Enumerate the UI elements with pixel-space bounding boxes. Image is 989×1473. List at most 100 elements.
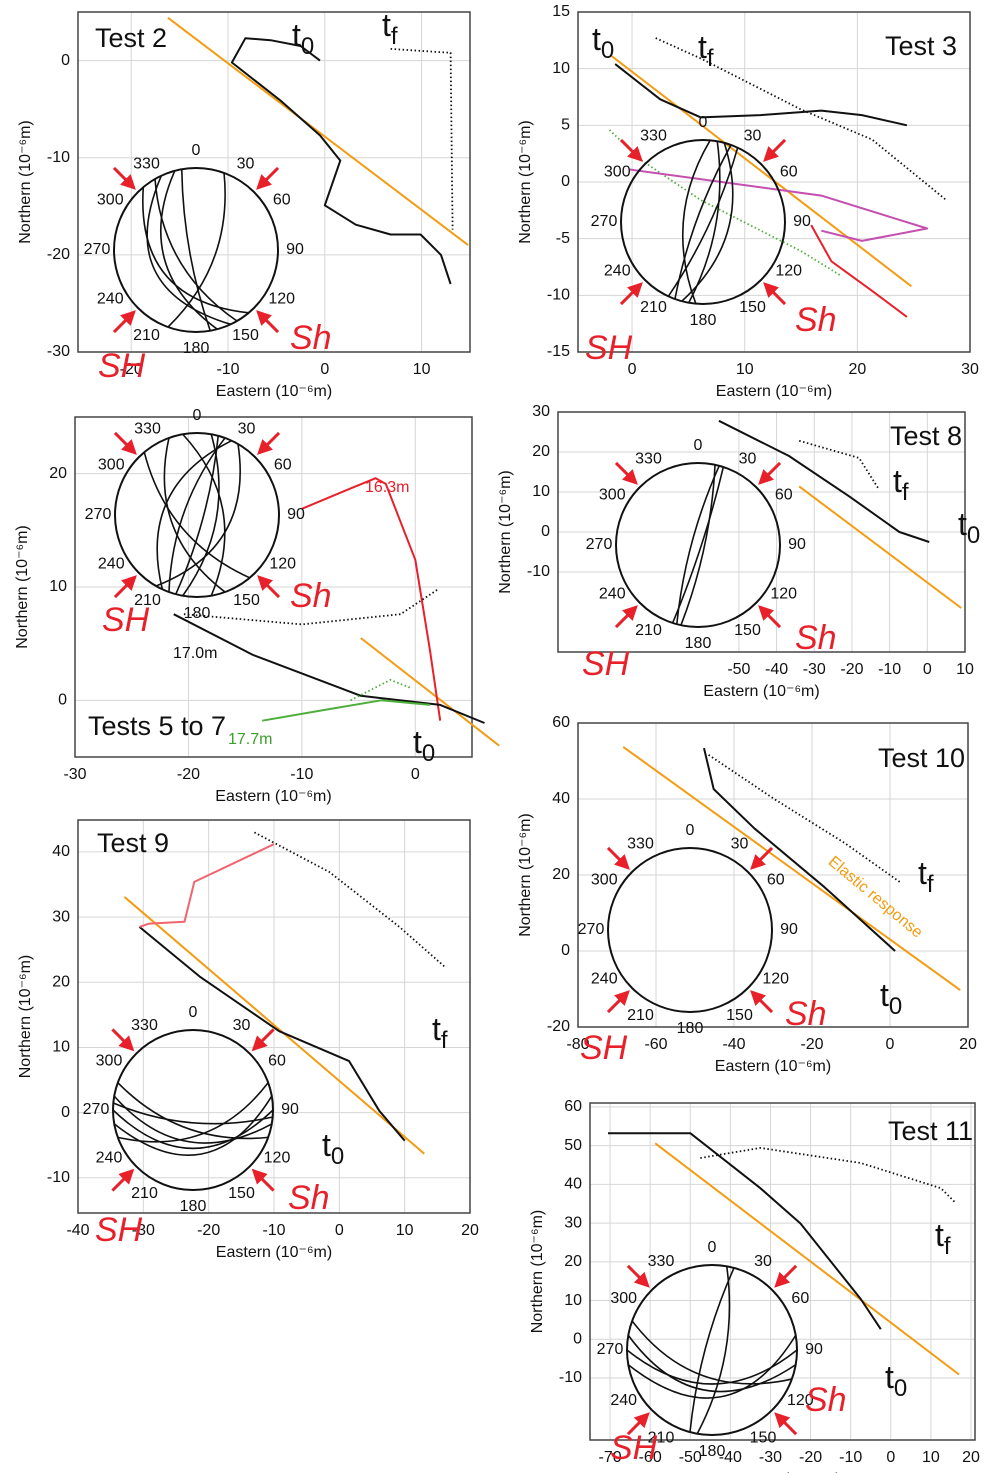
plot-frame <box>589 1102 976 1441</box>
fracture-arc <box>627 1334 797 1393</box>
x-tick-label: 0 <box>335 1222 344 1239</box>
y-tick-label: 40 <box>552 790 570 807</box>
y-tick-label: 0 <box>61 1104 70 1121</box>
x-tick-label: -20 <box>197 1222 220 1239</box>
x-tick-label: 10 <box>736 361 754 378</box>
y-tick-label: 0 <box>573 1331 582 1348</box>
y-tick-label: -20 <box>47 246 70 263</box>
plot-area <box>590 1103 975 1440</box>
annotation-text: SH <box>580 1029 628 1067</box>
y-axis-label: Northern (10⁻⁶m) <box>14 525 31 649</box>
compass-label: 90 <box>805 1341 823 1358</box>
annotation-text: t <box>958 506 967 542</box>
compass-label: 180 <box>677 1020 704 1037</box>
compass-label: 270 <box>83 1101 110 1118</box>
trajectory <box>614 63 908 127</box>
y-tick-label: 20 <box>49 465 67 482</box>
annotation-text: t <box>322 1127 331 1163</box>
compass-label: 150 <box>233 592 260 609</box>
annotation-text: Sh <box>795 619 837 657</box>
stress-arrow <box>113 575 137 599</box>
panel-title: Test 10 <box>878 743 965 773</box>
x-tick-label: -20 <box>120 361 143 378</box>
fracture-arc <box>156 439 233 590</box>
compass-label: 240 <box>591 971 618 988</box>
annotation-text: 17.0m <box>173 645 217 662</box>
x-tick-label: -10 <box>839 1449 862 1466</box>
annotation-text: Sh <box>785 995 827 1033</box>
fracture-arc <box>671 466 725 624</box>
x-tick-label: 0 <box>628 361 637 378</box>
annotation-text: SH <box>102 601 150 639</box>
annotation-text: Sh <box>290 319 332 357</box>
y-tick-label: 10 <box>552 60 570 77</box>
compass-label: 0 <box>686 822 695 839</box>
trajectory <box>167 17 469 246</box>
x-axis-label: Eastern (10⁻⁶m) <box>724 1471 840 1473</box>
compass-label: 300 <box>96 1053 123 1070</box>
compass-label: 270 <box>84 241 111 258</box>
x-tick-label: -50 <box>679 1449 702 1466</box>
plot-frame <box>577 722 969 1028</box>
compass-label: 270 <box>597 1341 624 1358</box>
annotation-sub: 0 <box>967 522 980 549</box>
y-axis-label: Northern (10⁻⁶m) <box>17 955 34 1079</box>
y-axis-label: Northern (10⁻⁶m) <box>17 120 34 244</box>
compass-label: 300 <box>97 192 124 209</box>
annotation: SH <box>98 347 146 385</box>
y-tick-label: -10 <box>559 1369 582 1386</box>
annotation-sub: f <box>927 871 934 898</box>
panel: -80 -60 -40 -20 0 20 -20 0 20 40 60 Eastern (10⁻⁶m)… <box>517 714 977 1075</box>
trajectory <box>183 588 439 626</box>
fracture-arc <box>667 147 739 297</box>
y-tick-label: 60 <box>564 1098 582 1115</box>
annotation-sub: 0 <box>894 1375 907 1402</box>
fracture-arc <box>112 1102 273 1125</box>
annotation: tf <box>382 7 398 50</box>
annotation-text: 16.3m <box>365 479 409 496</box>
x-tick-label: -40 <box>722 1036 745 1053</box>
stress-arrow <box>626 1264 650 1288</box>
annotation: t0 <box>413 724 435 767</box>
x-axis-label: Eastern (10⁻⁶m) <box>716 383 832 400</box>
stress-arrow <box>111 1028 135 1052</box>
annotation-text: t <box>592 21 601 57</box>
annotation: Sh <box>805 1381 847 1419</box>
fracture-arc <box>142 187 249 314</box>
x-tick-label: 10 <box>922 1449 940 1466</box>
x-tick-label: -20 <box>177 766 200 783</box>
compass-label: 300 <box>604 164 631 181</box>
trajectory <box>253 831 446 968</box>
trajectory <box>655 37 947 201</box>
x-tick-label: 10 <box>396 1222 414 1239</box>
annotation: tf <box>935 1217 951 1260</box>
annotation-text: Sh <box>288 1179 330 1217</box>
compass-label: 90 <box>287 506 305 523</box>
compass-label: 120 <box>269 556 296 573</box>
y-tick-label: 30 <box>564 1214 582 1231</box>
fracture-arc <box>689 1267 735 1433</box>
y-axis-label: Northern (10⁻⁶m) <box>529 1210 546 1334</box>
compass-label: 0 <box>694 437 703 454</box>
x-tick-label: 0 <box>320 361 329 378</box>
x-tick-label: -10 <box>262 1222 285 1239</box>
fracture-arc <box>160 170 218 330</box>
annotation-text: t <box>918 855 927 891</box>
stress-arrow <box>758 605 782 629</box>
stress-arrow <box>614 461 638 485</box>
compass-label: 240 <box>599 586 626 603</box>
panel: 0 10 20 30 -15 -10 -5 0 5 10 15 Eastern (10⁻⁶m) Nort… <box>517 3 979 400</box>
compass-label: 150 <box>228 1185 255 1202</box>
compass-label: 0 <box>699 114 708 131</box>
fracture-arc <box>146 175 231 326</box>
compass-label: 150 <box>739 299 766 316</box>
annotation-text: Sh <box>795 301 837 339</box>
compass-label: 120 <box>770 586 797 603</box>
y-tick-label: -15 <box>547 343 570 360</box>
y-tick-label: 10 <box>564 1292 582 1309</box>
x-tick-label: -30 <box>132 1222 155 1239</box>
stress-arrow <box>112 166 136 190</box>
compass-label: 210 <box>635 622 662 639</box>
compass-label: 330 <box>635 450 662 467</box>
